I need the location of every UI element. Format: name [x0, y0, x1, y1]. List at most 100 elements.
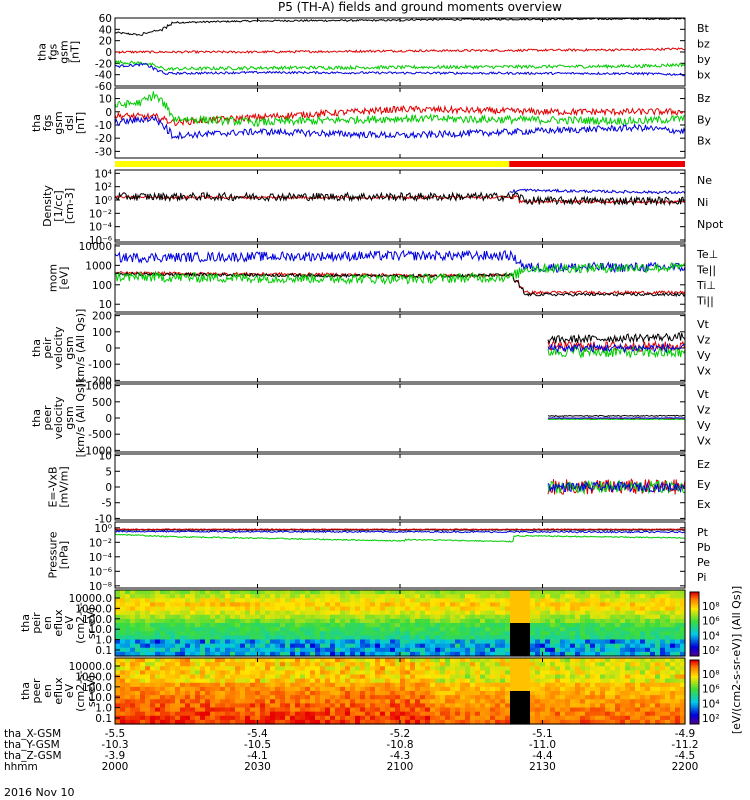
heat-cell	[585, 658, 591, 663]
heat-cell	[155, 707, 161, 713]
heat-cell	[515, 662, 521, 667]
heat-cell	[250, 623, 256, 628]
heat-cell	[600, 606, 606, 612]
heat-cell	[280, 666, 286, 671]
heat-cell	[230, 691, 236, 696]
heat-cell	[125, 707, 131, 713]
heat-cell	[310, 670, 316, 676]
heat-cell	[195, 590, 201, 595]
heat-cell	[150, 711, 156, 717]
heat-cell	[215, 686, 221, 692]
heat-cell	[530, 618, 536, 624]
heat-cell	[185, 598, 191, 603]
heat-cell	[500, 666, 506, 671]
heat-cell	[205, 618, 211, 624]
heat-cell	[655, 715, 661, 721]
heat-cell	[510, 643, 516, 649]
heat-cell	[235, 610, 241, 616]
heat-cell	[290, 711, 296, 717]
heat-cell	[415, 643, 421, 649]
heat-cell	[630, 715, 636, 721]
heat-cell	[285, 643, 291, 649]
heat-cell	[620, 703, 626, 709]
heat-cell	[290, 715, 296, 721]
heat-cell	[290, 590, 296, 595]
heat-cell	[270, 686, 276, 692]
heat-cell	[370, 610, 376, 616]
heat-cell	[445, 674, 451, 680]
x-axis-value: -4.5	[675, 750, 696, 762]
series-pressure-1	[114, 528, 686, 531]
heat-cell	[310, 623, 316, 628]
heat-cell	[680, 719, 686, 725]
heat-cell	[155, 695, 161, 700]
heat-cell	[460, 610, 466, 616]
heat-cell	[320, 707, 326, 713]
heat-cell	[365, 674, 371, 680]
heat-cell	[355, 719, 361, 725]
heat-cell	[230, 614, 236, 620]
heat-cell	[375, 610, 381, 616]
heat-cell	[380, 602, 386, 608]
heat-cell	[665, 618, 671, 624]
heat-cell	[335, 658, 341, 663]
heat-cell	[445, 631, 451, 636]
heat-cell	[400, 614, 406, 620]
heat-cell	[465, 686, 471, 692]
heat-cell	[590, 590, 596, 595]
heat-cell	[520, 614, 526, 620]
heat-cell	[205, 590, 211, 595]
heat-cell	[425, 651, 431, 657]
heat-cell	[160, 707, 166, 713]
heat-cell	[595, 711, 601, 717]
heat-cell	[580, 695, 586, 700]
heat-cell	[415, 651, 421, 657]
y-tick-label: 10	[99, 451, 112, 463]
heat-cell	[385, 695, 391, 700]
heat-cell	[485, 691, 491, 696]
heat-cell	[185, 678, 191, 684]
heat-cell	[620, 618, 626, 624]
heat-cell	[510, 639, 516, 645]
heat-cell	[600, 670, 606, 676]
heat-cell	[475, 594, 481, 599]
ylabel-line: eV	[63, 683, 76, 698]
heat-cell	[510, 618, 516, 624]
heat-cell	[230, 631, 236, 636]
heat-cell	[165, 590, 171, 595]
heat-cell	[125, 610, 131, 616]
ylabel-line: tha	[19, 682, 32, 700]
heat-cell	[615, 707, 621, 713]
heat-cell	[235, 674, 241, 680]
heat-cell	[410, 590, 416, 595]
heat-cell	[610, 678, 616, 684]
heat-cell	[195, 695, 201, 700]
heat-cell	[505, 590, 511, 595]
heat-cell	[545, 719, 551, 725]
heat-cell	[290, 695, 296, 700]
heat-cell	[495, 707, 501, 713]
heat-cell	[630, 695, 636, 700]
heat-cell	[310, 662, 316, 667]
heat-cell	[405, 699, 411, 704]
heat-cell	[235, 682, 241, 688]
heat-cell	[410, 678, 416, 684]
heat-cell	[405, 674, 411, 680]
heat-cell	[545, 606, 551, 612]
heat-cell	[605, 614, 611, 620]
heat-cell	[555, 695, 561, 700]
heat-cell	[655, 711, 661, 717]
heat-cell	[200, 686, 206, 692]
heat-cell	[185, 651, 191, 657]
heat-cell	[595, 670, 601, 676]
heat-cell	[345, 662, 351, 667]
heat-cell	[160, 635, 166, 641]
heat-cell	[370, 703, 376, 709]
heat-cell	[505, 699, 511, 704]
heat-cell	[665, 711, 671, 717]
heat-cell	[270, 635, 276, 641]
heat-cell	[295, 686, 301, 692]
heat-cell	[540, 594, 546, 599]
heat-cell	[295, 662, 301, 667]
